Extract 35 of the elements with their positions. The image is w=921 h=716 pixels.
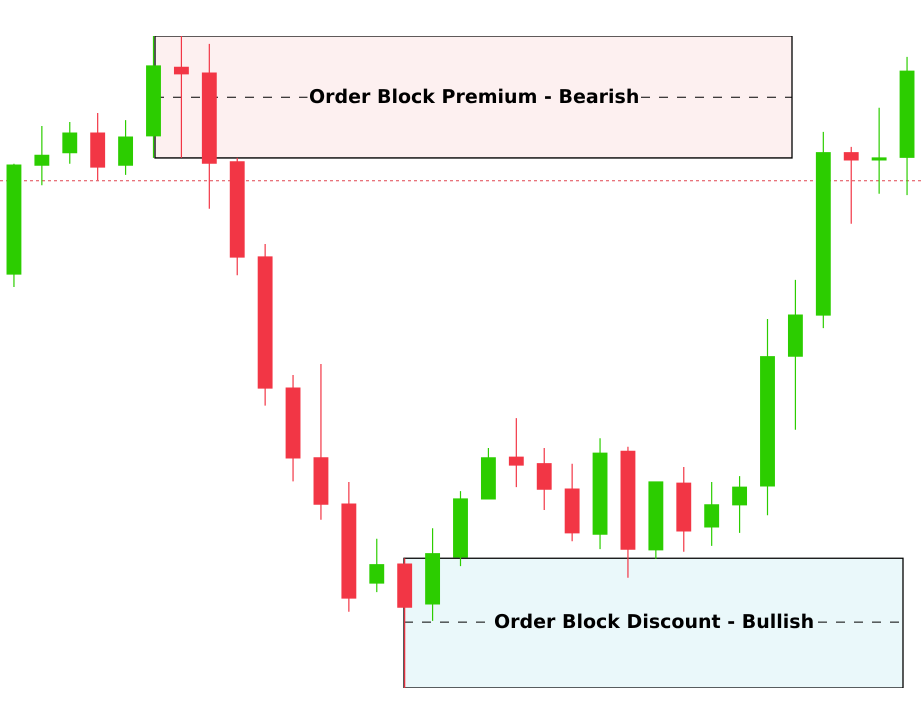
candlestick bbox=[872, 107, 887, 194]
candlestick bbox=[453, 490, 468, 567]
candlestick bbox=[90, 112, 106, 181]
candlestick bbox=[425, 528, 440, 622]
candlestick bbox=[202, 43, 217, 210]
candlestick bbox=[314, 363, 328, 520]
candlestick bbox=[480, 447, 496, 500]
candlestick bbox=[34, 125, 50, 186]
ref-line-label: Order Block Premium - Bearish bbox=[309, 86, 640, 108]
candlestick bbox=[62, 121, 78, 164]
candlestick bbox=[592, 438, 608, 550]
ref-line-label: Order Block Discount - Bullish bbox=[494, 611, 814, 633]
candlestick bbox=[704, 481, 720, 546]
candlestick bbox=[760, 318, 775, 516]
candlestick bbox=[341, 481, 356, 612]
candlestick bbox=[174, 36, 189, 159]
candlestick bbox=[732, 476, 748, 534]
candlestick bbox=[6, 163, 22, 288]
candlestick bbox=[286, 374, 300, 482]
candlestick bbox=[788, 279, 803, 430]
candlestick bbox=[816, 131, 831, 329]
candlestick bbox=[118, 120, 134, 176]
candlestick bbox=[564, 463, 580, 542]
candlestick bbox=[508, 417, 524, 488]
candlestick bbox=[900, 56, 914, 196]
candlestick bbox=[397, 558, 412, 688]
candlestick bbox=[146, 36, 161, 159]
candlestick bbox=[230, 157, 245, 276]
candlestick bbox=[648, 481, 664, 560]
candlestick bbox=[258, 243, 273, 406]
candlestick bbox=[620, 446, 636, 578]
candlestick bbox=[844, 146, 859, 224]
candlestick bbox=[676, 466, 692, 552]
candlestick bbox=[369, 538, 384, 593]
candlestick bbox=[536, 447, 552, 511]
